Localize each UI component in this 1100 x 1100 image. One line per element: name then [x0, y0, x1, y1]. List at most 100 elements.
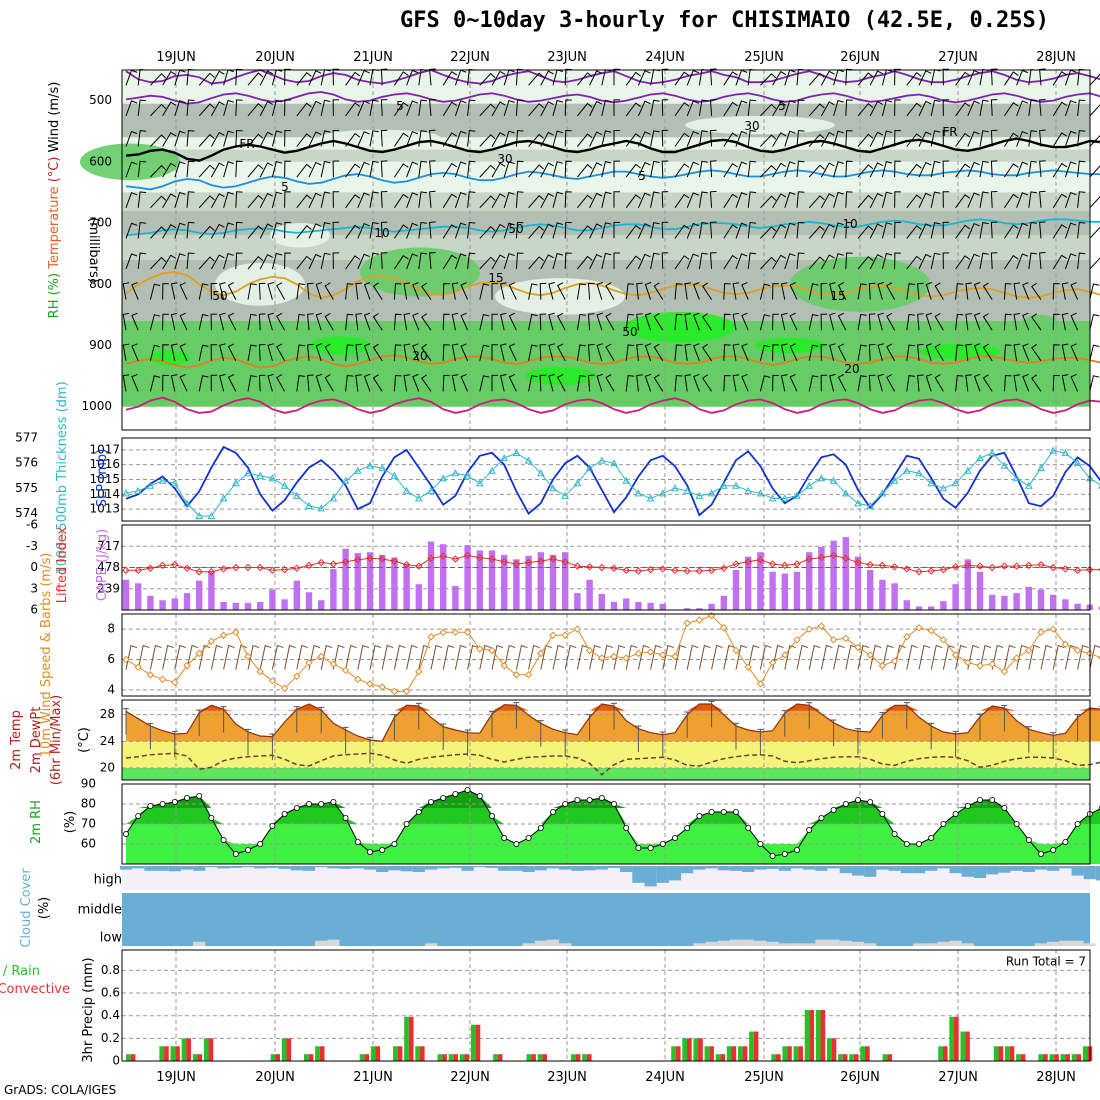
wind-barb	[589, 192, 603, 209]
surface-wind-barb	[1003, 644, 1016, 670]
wind-barb	[1089, 226, 1100, 239]
wind-barb	[820, 374, 828, 392]
wind-barb	[576, 313, 586, 331]
surface-wind-barb	[601, 644, 613, 670]
wind-barb	[131, 343, 139, 361]
wind-barb	[460, 312, 469, 331]
wind-barb	[886, 343, 896, 362]
cape-bar	[732, 569, 740, 610]
wind-barb	[637, 131, 651, 147]
rh-band	[122, 103, 1090, 138]
wind-barb	[332, 99, 340, 116]
cape-bar	[720, 595, 727, 610]
wind-barb	[979, 160, 989, 178]
wind-barb	[515, 221, 524, 239]
wind-barb	[315, 373, 323, 392]
wind-barb	[186, 252, 195, 270]
temperature-minmax-bar	[684, 711, 691, 738]
wind-barb	[1039, 160, 1046, 178]
rh2m-point	[733, 809, 740, 816]
wind-barb	[965, 313, 972, 331]
date-label-bottom: 22JUN	[450, 1070, 490, 1085]
precip-total-bar	[671, 1046, 676, 1061]
wind-speed-point	[1073, 646, 1082, 655]
thickness-point	[707, 489, 716, 497]
cape-bar	[513, 559, 520, 610]
wind-barb	[162, 224, 177, 239]
wind-barb	[605, 312, 615, 331]
wind-barb	[186, 221, 195, 239]
wind-speed-point	[903, 633, 911, 641]
isotherm-label: 5	[638, 169, 646, 183]
wind-barb	[451, 282, 459, 300]
wind-barb	[868, 282, 876, 300]
wind-barb	[235, 221, 243, 239]
lifted-index-point	[232, 563, 240, 572]
rh2m-point	[1074, 821, 1081, 828]
precip-convective-bar	[820, 1010, 826, 1061]
surface-wind-barb	[296, 644, 308, 670]
wind-barb	[227, 312, 237, 331]
wind-barb	[894, 160, 901, 178]
precip-convective-bar	[475, 1024, 481, 1061]
rh2m-point	[1038, 851, 1045, 858]
precip-convective-bar	[397, 1046, 403, 1061]
wind-barb	[345, 132, 361, 147]
wind-barb	[772, 344, 779, 361]
isotherm-label: FR	[239, 137, 254, 151]
surface-wind-barb	[796, 644, 809, 670]
precip-convective-bar	[887, 1054, 892, 1061]
temp-frame	[121, 699, 1091, 781]
wind-barb	[686, 100, 699, 117]
wind-barb	[820, 70, 835, 86]
wind-barb	[780, 374, 788, 392]
precip-tick-label: 0.8	[101, 963, 120, 977]
high-cloud-bar	[119, 866, 133, 870]
wind-barb	[698, 191, 708, 208]
wind-barb	[1013, 282, 1021, 300]
thickness-point	[500, 454, 509, 462]
surface-wind-barb	[393, 644, 406, 670]
precip-total-bar	[993, 1046, 999, 1061]
wind-barb	[137, 160, 147, 178]
surface-wind-barb	[515, 644, 528, 670]
wind-barb	[1028, 252, 1037, 270]
wind-barb	[1089, 165, 1100, 178]
temperature-minmax-bar	[1050, 732, 1057, 759]
isotherm-label: 5	[396, 99, 404, 113]
wind-barb	[345, 163, 361, 178]
wind-barb	[1052, 162, 1068, 178]
wind-barb	[820, 193, 835, 209]
precip-convective-bar	[709, 1046, 714, 1061]
wind-barb	[210, 131, 225, 147]
wind-barb	[829, 373, 836, 392]
wind-barb	[210, 283, 218, 300]
wind-barb	[491, 283, 498, 300]
cape-bar	[366, 552, 374, 610]
precip-total-bar	[437, 1054, 443, 1061]
wind-barb	[1016, 192, 1029, 208]
thickness-line	[125, 450, 1100, 517]
wind-barb	[198, 103, 215, 117]
wind-barb	[820, 254, 835, 270]
wind-barb	[709, 99, 717, 116]
date-label-bottom: 25JUN	[744, 1070, 784, 1085]
wind-barb	[380, 221, 388, 239]
high-cloud-bar	[254, 866, 267, 869]
rh2m-point	[855, 797, 862, 804]
wind-barb	[259, 70, 274, 86]
surface-wind-barb	[747, 644, 760, 670]
wind-barb	[418, 252, 427, 270]
wind-barb	[296, 255, 312, 270]
surface-wind-barb	[1040, 644, 1053, 670]
wind-barb	[759, 314, 771, 331]
cape-bar	[647, 602, 654, 610]
cape-bar	[915, 606, 923, 610]
lifted-index-point	[219, 565, 228, 573]
wind-barb	[418, 99, 427, 116]
wind-barb	[674, 71, 690, 86]
thickness-point	[1037, 464, 1045, 472]
wind-barb	[345, 255, 361, 270]
rh2m-point	[867, 799, 874, 806]
